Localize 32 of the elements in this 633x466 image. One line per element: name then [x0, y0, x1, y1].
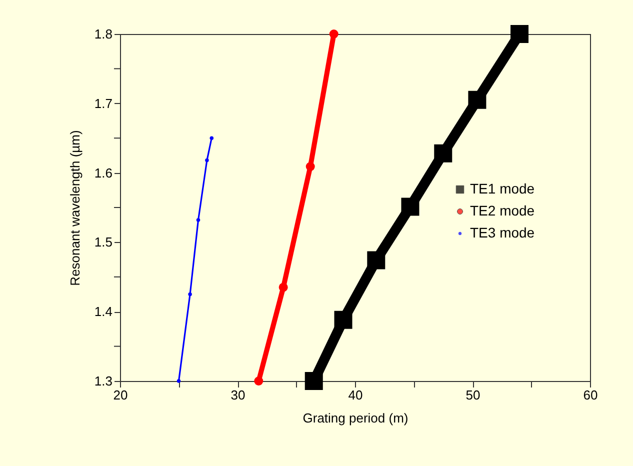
y-tick-label: 1.5	[94, 234, 112, 250]
y-tick-label: 1.8	[94, 26, 112, 42]
point	[334, 310, 352, 329]
x-axis-title: Grating period (m)	[302, 410, 408, 426]
point	[434, 144, 452, 162]
point	[210, 136, 214, 140]
point	[188, 292, 192, 296]
point	[510, 25, 528, 43]
y-tick-label: 1.4	[94, 304, 112, 320]
point	[329, 30, 338, 38]
x-tick-label: 40	[348, 388, 363, 402]
y-tick-label: 1.7	[94, 96, 112, 111]
point	[401, 198, 420, 216]
legend-label: TE3 mode	[470, 224, 535, 240]
legend-label: TE2 mode	[470, 202, 535, 218]
point	[278, 282, 288, 292]
point	[205, 158, 209, 162]
point	[254, 376, 264, 386]
y-tick-label: 1.3	[94, 374, 112, 388]
y-tick-label: 1.6	[94, 165, 112, 180]
point	[176, 379, 181, 383]
x-tick-label: 30	[230, 388, 246, 402]
x-tick-label: 20	[113, 388, 128, 402]
legend-label: TE1 mode	[470, 180, 535, 196]
y-axis-title: Resonant wavelength (µm)	[67, 130, 82, 286]
point	[306, 162, 315, 172]
point	[367, 251, 386, 270]
point	[196, 218, 200, 222]
point	[468, 90, 486, 109]
x-tick-label: 60	[583, 388, 598, 402]
x-tick-label: 50	[466, 388, 480, 402]
point	[304, 372, 323, 390]
